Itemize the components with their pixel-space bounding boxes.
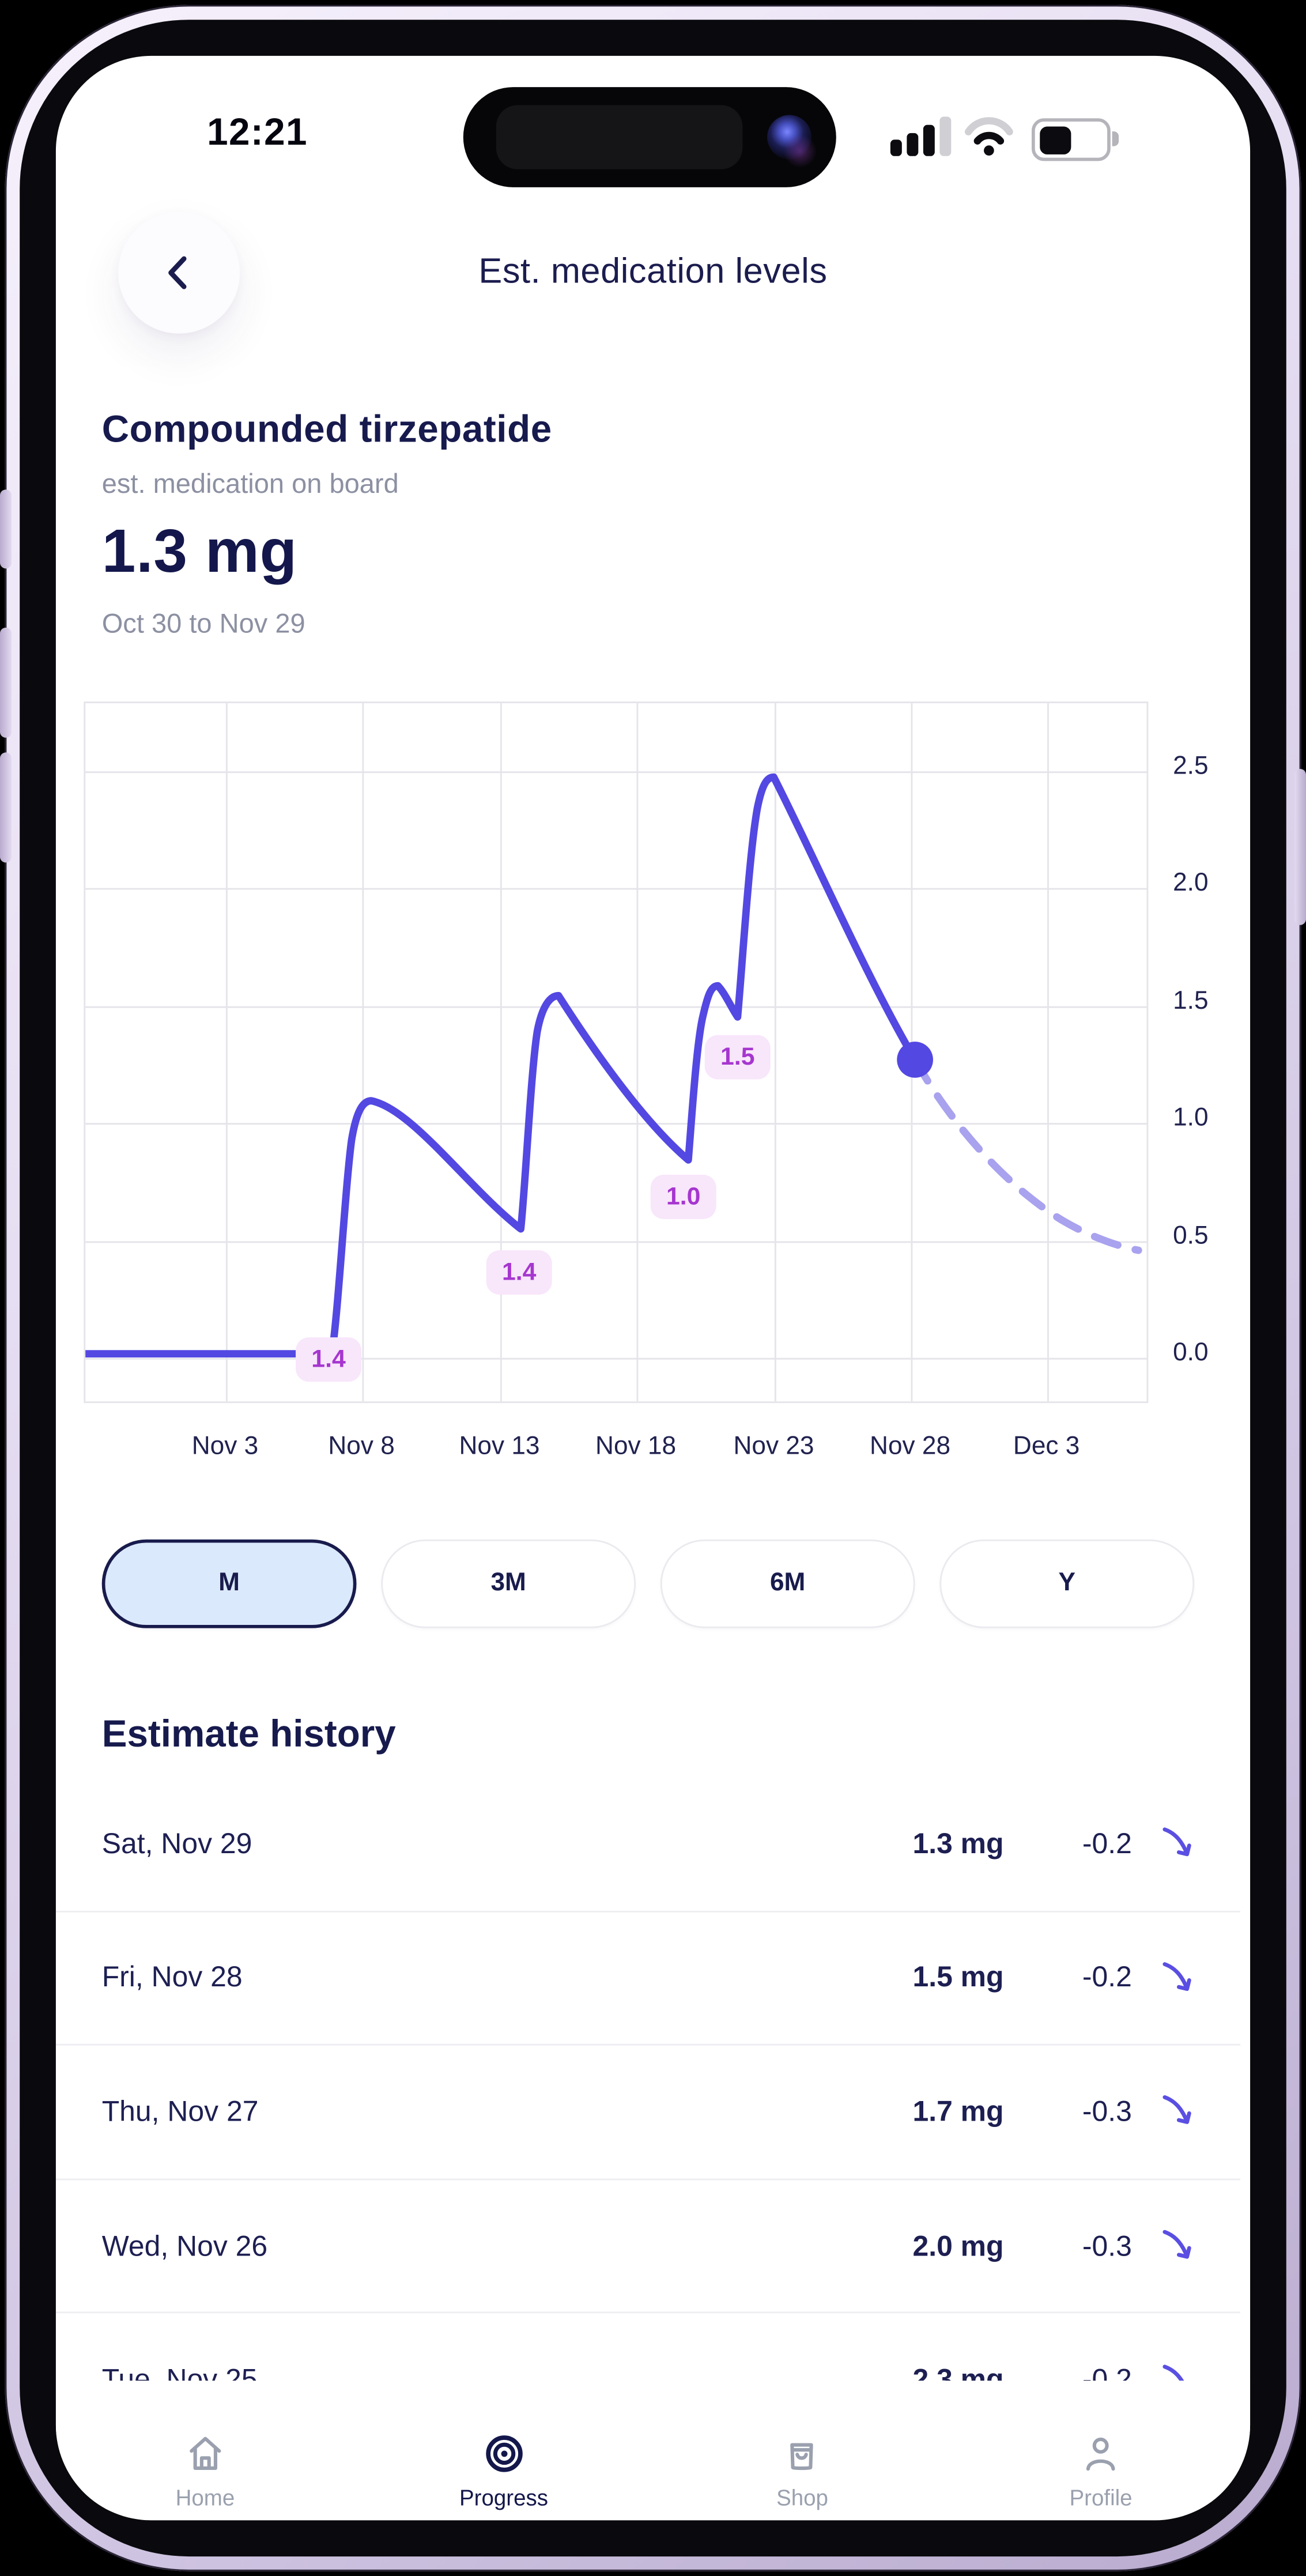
- status-time: 12:21: [207, 110, 308, 153]
- history-row[interactable]: Thu, Nov 27 1.7 mg -0.3: [55, 2046, 1240, 2180]
- history-list: Sat, Nov 29 1.3 mg -0.2 Fri, Nov 28 1.5 …: [55, 1778, 1240, 2448]
- history-date: Wed, Nov 26: [101, 2228, 268, 2262]
- volume-up-button-hardware: [0, 627, 12, 738]
- estimated-level-line: [85, 773, 919, 1358]
- history-value: 1.7 mg: [912, 2095, 1004, 2128]
- dynamic-island-cutout: [496, 105, 743, 169]
- history-section-title: Estimate history: [101, 1712, 396, 1755]
- history-delta: -0.3: [1082, 2095, 1132, 2128]
- action-button-hardware: [0, 489, 12, 569]
- nav-label: Shop: [776, 2486, 828, 2511]
- y-axis-tick: 0.0: [1173, 1338, 1209, 1367]
- nav-item-progress[interactable]: Progress: [354, 2381, 653, 2510]
- y-axis-tick: 2.0: [1173, 869, 1209, 897]
- history-value: 2.0 mg: [912, 2228, 1004, 2262]
- history-date: Thu, Nov 27: [101, 2095, 259, 2128]
- front-camera-icon: [767, 115, 818, 169]
- history-row[interactable]: Fri, Nov 28 1.5 mg -0.2: [55, 1912, 1240, 2046]
- medication-level-chart[interactable]: 1.4 1.4 1.0 1.5: [84, 701, 1149, 1404]
- page-title: Est. medication levels: [478, 251, 828, 291]
- projected-level-line: [911, 1056, 1142, 1254]
- chevron-left-icon: [168, 256, 187, 289]
- app-screen: 12:21: [55, 55, 1251, 2521]
- x-axis-tick: Nov 8: [328, 1432, 395, 1461]
- history-row[interactable]: Wed, Nov 26 2.0 mg -0.3: [55, 2180, 1240, 2314]
- nav-item-profile[interactable]: Profile: [952, 2381, 1250, 2510]
- nav-item-home[interactable]: Home: [56, 2381, 354, 2510]
- current-value-dot[interactable]: [897, 1042, 933, 1078]
- chart-canvas: [85, 703, 1147, 1402]
- range-button-month[interactable]: M: [101, 1539, 357, 1628]
- x-axis-tick: Dec 3: [1013, 1432, 1080, 1461]
- y-axis-tick: 2.5: [1173, 752, 1209, 780]
- history-delta: -0.2: [1082, 1960, 1132, 1994]
- nav-label: Progress: [459, 2486, 548, 2511]
- history-delta: -0.3: [1082, 2228, 1132, 2262]
- home-icon: [189, 2437, 221, 2470]
- volume-down-button-hardware: [0, 752, 12, 863]
- medication-sublabel: est. medication on board: [101, 470, 399, 500]
- phone-frame: 12:21: [0, 5, 1306, 2571]
- trend-down-icon: [1162, 1828, 1191, 1857]
- history-delta: -0.2: [1082, 1826, 1132, 1860]
- history-value: 1.5 mg: [912, 1960, 1004, 1994]
- dose-badge: 1.4: [486, 1250, 552, 1295]
- bullseye-progress-icon: [485, 2435, 522, 2472]
- y-axis-tick: 0.5: [1173, 1222, 1209, 1251]
- x-axis-tick: Nov 18: [595, 1432, 677, 1461]
- profile-person-icon: [1086, 2437, 1115, 2471]
- medication-date-range: Oct 30 to Nov 29: [101, 609, 305, 639]
- medication-name: Compounded tirzepatide: [101, 407, 552, 450]
- x-axis-tick: Nov 28: [870, 1432, 951, 1461]
- trend-down-icon: [1162, 2096, 1191, 2125]
- dynamic-island: [463, 87, 836, 187]
- history-value: 1.3 mg: [912, 1826, 1004, 1860]
- x-axis-tick: Nov 3: [191, 1432, 259, 1461]
- chart-gridlines: [85, 703, 1147, 1402]
- nav-item-shop[interactable]: Shop: [653, 2381, 952, 2510]
- nav-label: Profile: [1069, 2486, 1133, 2511]
- range-button-3-months[interactable]: 3M: [381, 1539, 636, 1628]
- dose-badge: 1.4: [296, 1337, 362, 1382]
- x-axis-tick: Nov 13: [459, 1432, 540, 1461]
- history-date: Fri, Nov 28: [101, 1960, 243, 1994]
- range-button-6-months[interactable]: 6M: [660, 1539, 915, 1628]
- y-axis-tick: 1.5: [1173, 987, 1209, 1016]
- nav-label: Home: [175, 2486, 235, 2511]
- dose-badge: 1.5: [704, 1035, 771, 1080]
- wifi-icon: [962, 115, 1015, 166]
- cellular-signal-icon: [890, 116, 956, 156]
- battery-icon: [1031, 118, 1119, 161]
- trend-down-icon: [1162, 2230, 1191, 2259]
- y-axis-tick: 1.0: [1173, 1104, 1209, 1132]
- medication-current-value: 1.3 mg: [101, 517, 297, 585]
- range-button-year[interactable]: Y: [939, 1539, 1195, 1628]
- power-button-hardware: [1294, 768, 1306, 925]
- dose-badge: 1.0: [650, 1174, 716, 1219]
- trend-down-icon: [1162, 1962, 1191, 1991]
- shop-bag-icon: [791, 2443, 814, 2471]
- history-row[interactable]: Sat, Nov 29 1.3 mg -0.2: [55, 1778, 1240, 1912]
- bottom-nav: Home Progress Shop: [55, 2381, 1251, 2511]
- history-date: Sat, Nov 29: [101, 1826, 252, 1860]
- x-axis-tick: Nov 23: [733, 1432, 814, 1461]
- back-button[interactable]: [118, 212, 240, 334]
